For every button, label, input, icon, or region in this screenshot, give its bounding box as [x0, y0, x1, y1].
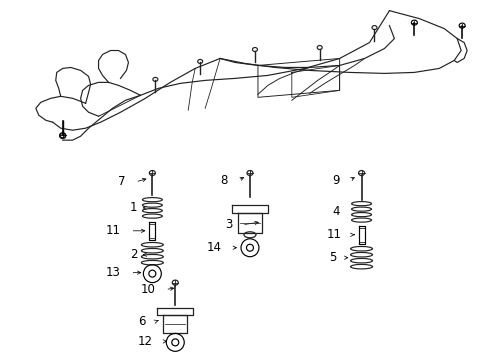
Text: 4: 4	[331, 205, 339, 219]
Text: 11: 11	[105, 224, 120, 237]
Text: 10: 10	[140, 283, 155, 296]
Text: 13: 13	[105, 266, 120, 279]
Text: 5: 5	[328, 251, 336, 264]
Text: 6: 6	[138, 315, 145, 328]
Text: 2: 2	[130, 248, 137, 261]
Text: 11: 11	[326, 228, 341, 241]
Text: 12: 12	[137, 335, 152, 348]
Text: 7: 7	[118, 175, 125, 189]
Text: 9: 9	[331, 174, 339, 186]
Text: 3: 3	[224, 218, 232, 231]
Text: 1: 1	[130, 201, 137, 215]
Text: 14: 14	[206, 241, 222, 254]
Text: 8: 8	[220, 174, 227, 186]
